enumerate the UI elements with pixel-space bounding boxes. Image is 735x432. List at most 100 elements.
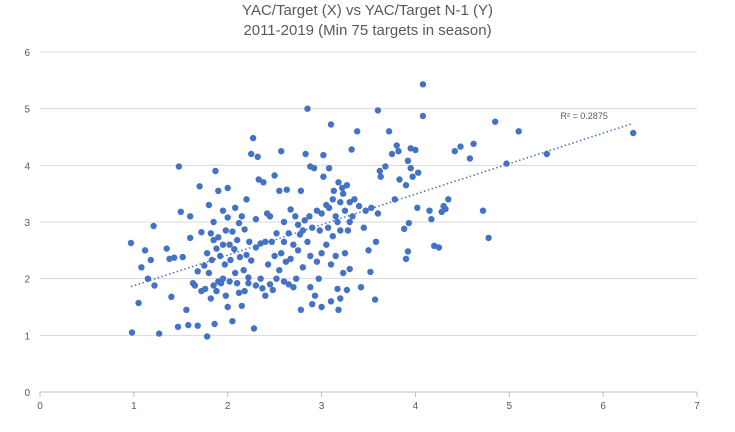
- chart-title-line-2: 2011-2019 (Min 75 targets in season): [243, 22, 492, 39]
- data-point: [310, 165, 318, 172]
- data-point: [428, 216, 435, 223]
- data-point: [271, 172, 278, 179]
- data-point: [543, 150, 550, 158]
- data-point: [273, 275, 280, 282]
- data-point: [241, 287, 248, 295]
- data-point: [287, 255, 294, 262]
- data-point: [327, 121, 335, 128]
- data-point: [299, 264, 306, 271]
- data-point: [307, 252, 314, 260]
- data-point: [273, 230, 280, 237]
- y-tick-label: 2: [24, 275, 30, 286]
- data-point: [402, 182, 410, 189]
- data-point: [144, 275, 152, 282]
- data-point: [138, 264, 145, 271]
- data-point: [185, 321, 192, 329]
- data-point: [268, 238, 275, 245]
- data-point: [229, 318, 236, 325]
- data-point: [248, 150, 255, 158]
- data-point: [407, 165, 414, 172]
- data-point: [309, 224, 316, 231]
- data-point: [332, 252, 339, 260]
- data-point: [393, 142, 400, 149]
- data-point: [224, 184, 231, 192]
- data-point: [334, 285, 341, 293]
- y-tick-label: 6: [24, 48, 30, 59]
- data-point: [248, 257, 255, 264]
- data-point: [266, 213, 274, 220]
- data-point: [226, 278, 233, 285]
- x-tick-label: 5: [507, 401, 513, 412]
- y-tick-label: 1: [24, 331, 30, 342]
- data-point: [388, 150, 396, 158]
- data-point: [168, 293, 175, 300]
- data-point: [344, 227, 352, 234]
- data-point: [179, 253, 186, 261]
- data-point: [191, 282, 199, 289]
- data-point: [249, 134, 257, 142]
- data-point: [332, 213, 339, 220]
- data-point: [466, 155, 474, 162]
- data-point: [335, 179, 342, 186]
- data-point: [231, 246, 238, 253]
- data-point: [318, 250, 325, 257]
- data-point: [337, 199, 344, 206]
- data-point: [241, 226, 248, 233]
- data-point: [227, 256, 234, 264]
- y-tick-label: 0: [24, 388, 30, 399]
- data-point: [290, 284, 297, 291]
- data-point: [346, 218, 353, 226]
- data-point: [215, 187, 222, 194]
- data-point: [320, 151, 327, 159]
- data-point: [238, 302, 245, 310]
- data-point: [309, 301, 316, 308]
- data-point: [324, 224, 332, 231]
- x-tick-label: 7: [694, 401, 700, 412]
- data-point: [340, 269, 347, 277]
- data-point: [327, 261, 335, 268]
- data-point: [337, 227, 344, 234]
- data-point: [141, 247, 149, 254]
- data-point: [264, 261, 272, 268]
- data-point: [391, 196, 398, 203]
- data-point: [445, 196, 452, 203]
- data-point: [177, 208, 184, 215]
- data-point: [329, 233, 336, 240]
- data-point: [238, 213, 245, 220]
- data-point: [307, 284, 314, 291]
- y-tick-label: 4: [24, 161, 30, 172]
- data-point: [235, 219, 243, 227]
- data-point: [372, 238, 380, 245]
- data-point: [194, 268, 201, 275]
- data-point: [292, 213, 299, 220]
- data-point: [349, 213, 356, 220]
- data-point: [232, 204, 239, 211]
- data-point: [301, 217, 308, 224]
- data-point: [404, 248, 412, 255]
- data-point: [175, 163, 183, 170]
- data-point: [311, 292, 319, 299]
- data-point: [297, 187, 305, 194]
- data-point: [262, 292, 269, 299]
- data-point: [470, 140, 477, 147]
- x-tick-label: 2: [225, 401, 231, 412]
- data-point: [412, 146, 419, 154]
- data-point: [492, 118, 499, 125]
- data-point: [257, 275, 264, 282]
- data-point: [243, 196, 250, 203]
- data-point: [395, 148, 402, 155]
- data-point: [205, 201, 213, 209]
- x-tick-label: 1: [131, 401, 137, 412]
- data-point: [213, 245, 220, 252]
- data-point: [219, 241, 227, 248]
- data-point: [127, 239, 135, 247]
- data-point: [435, 244, 443, 251]
- data-point: [341, 207, 349, 214]
- gridlines: [40, 51, 697, 336]
- data-point: [219, 207, 227, 214]
- data-point: [245, 274, 252, 281]
- data-point: [183, 306, 190, 313]
- data-point: [217, 252, 224, 260]
- x-tick-label: 4: [413, 401, 419, 412]
- data-point: [382, 163, 389, 170]
